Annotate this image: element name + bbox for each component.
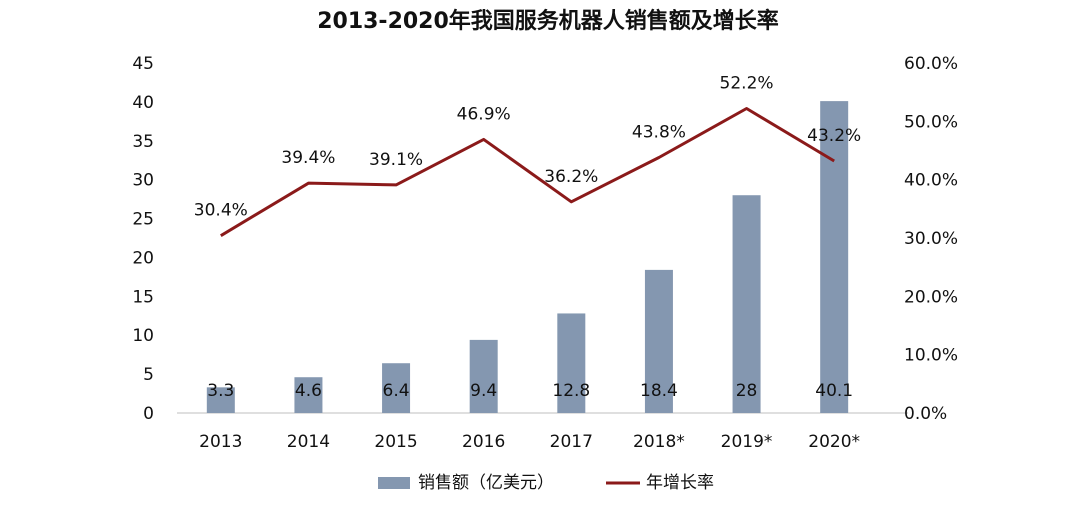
legend-bar-swatch [378,477,410,489]
line-value-label: 52.2% [720,74,774,94]
bar [820,101,848,413]
bar-value-label: 18.4 [640,381,678,401]
line-value-label: 43.2% [807,126,861,146]
y-left-tick-label: 25 [132,210,154,230]
y-left-tick-label: 40 [132,93,154,113]
y-left-tick-label: 30 [132,171,154,191]
y-right-tick-label: 30.0% [904,229,958,249]
y-right-tick-label: 10.0% [904,346,958,366]
x-tick-label: 2015 [374,432,417,452]
x-tick-label: 2013 [199,432,242,452]
x-tick-label: 2018* [633,432,685,452]
y-right-tick-label: 50.0% [904,112,958,132]
legend: 销售额（亿美元） 年增长率 [378,473,714,493]
y-left-tick-label: 10 [132,326,154,346]
bar-value-label: 12.8 [552,381,590,401]
y-left-tick-label: 35 [132,132,154,152]
y-right-tick-label: 40.0% [904,171,958,191]
bar-value-label: 4.6 [295,381,322,401]
bar-value-label: 3.3 [207,381,234,401]
x-tick-label: 2017 [550,432,593,452]
line-value-label: 39.4% [281,148,335,168]
y-left-tick-label: 45 [132,54,154,74]
line-value-label: 43.8% [632,123,686,143]
x-tick-label: 2019* [721,432,773,452]
line-value-label: 39.1% [369,150,423,170]
chart-title: 2013-2020年我国服务机器人销售额及增长率 [317,8,779,34]
data-labels: 3.3 4.6 6.4 9.4 12.8 18.4 28 40.1 30.4% 39.4% 39.1… [194,74,861,401]
x-tick-label: 2020* [808,432,860,452]
bar-value-label: 6.4 [383,381,410,401]
y-left-tick-label: 15 [132,287,154,307]
legend-bar-label: 销售额（亿美元） [418,473,554,493]
bar-value-label: 9.4 [470,381,497,401]
y-right-tick-label: 20.0% [904,287,958,307]
line-value-label: 46.9% [457,104,511,124]
line-value-label: 30.4% [194,201,248,221]
y-left-tick-label: 20 [132,248,154,268]
y-left-tick-label: 0 [143,404,154,424]
y-left-tick-label: 5 [143,365,154,385]
bar [470,340,498,413]
y-right-tick-label: 0.0% [904,404,947,424]
x-tick-label: 2014 [287,432,330,452]
x-tick-label: 2016 [462,432,505,452]
bar-value-label: 28 [736,381,758,401]
legend-line-label: 年增长率 [646,473,714,493]
y-right-tick-label: 60.0% [904,54,958,74]
bar-value-label: 40.1 [815,381,853,401]
line-value-label: 36.2% [544,167,598,187]
